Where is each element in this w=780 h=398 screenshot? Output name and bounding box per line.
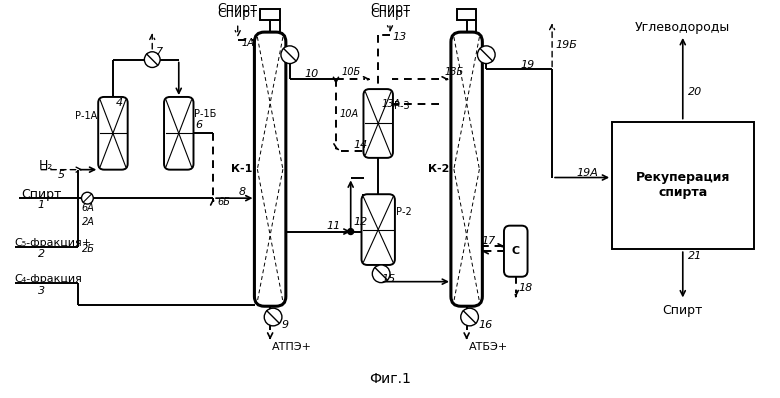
Text: Р-1А: Р-1А (75, 111, 98, 121)
Text: 13А: 13А (381, 99, 400, 109)
FancyBboxPatch shape (164, 97, 193, 170)
Text: 7: 7 (156, 47, 163, 57)
Circle shape (281, 46, 299, 64)
Text: К-1: К-1 (231, 164, 253, 174)
Circle shape (461, 308, 478, 326)
Text: 8: 8 (239, 187, 246, 197)
Text: 5: 5 (57, 170, 65, 179)
Text: 11: 11 (327, 220, 341, 231)
Text: С: С (512, 246, 519, 256)
FancyBboxPatch shape (98, 97, 128, 170)
Text: Рекуперация
спирта: Рекуперация спирта (636, 172, 730, 199)
Text: 19Б: 19Б (555, 40, 577, 50)
FancyBboxPatch shape (451, 32, 482, 306)
Text: 20: 20 (688, 87, 702, 97)
Text: 3: 3 (37, 285, 44, 295)
Text: 6Б: 6Б (217, 197, 230, 207)
Text: 12: 12 (353, 217, 368, 227)
Text: С₅-фракция+: С₅-фракция+ (15, 238, 92, 248)
Text: Спирт: Спирт (370, 2, 410, 15)
Text: 1: 1 (37, 200, 44, 210)
Text: Р-3: Р-3 (394, 101, 410, 111)
Text: H₂: H₂ (38, 159, 52, 172)
FancyBboxPatch shape (361, 194, 395, 265)
Circle shape (348, 228, 353, 234)
Circle shape (477, 46, 495, 64)
FancyBboxPatch shape (363, 89, 393, 158)
Text: 2Б: 2Б (81, 244, 94, 254)
Text: 14: 14 (353, 140, 367, 150)
Circle shape (81, 192, 94, 204)
Text: 17: 17 (481, 236, 495, 246)
FancyBboxPatch shape (254, 32, 285, 306)
Text: АТПЭ+: АТПЭ+ (272, 341, 312, 351)
Text: Углеводороды: Углеводороды (635, 21, 730, 34)
Text: 13Б: 13Б (444, 67, 463, 77)
Text: 4: 4 (116, 98, 123, 108)
Text: 2А: 2А (81, 217, 94, 227)
Text: 18: 18 (519, 283, 533, 293)
Text: Спирт: Спирт (218, 2, 258, 15)
Text: Спирт: Спирт (22, 188, 62, 201)
Text: Фиг.1: Фиг.1 (369, 372, 411, 386)
Bar (612, 121, 753, 249)
Text: К-2: К-2 (427, 164, 449, 174)
Text: Р-2: Р-2 (396, 207, 412, 217)
Text: 19: 19 (520, 60, 534, 70)
Circle shape (372, 265, 390, 283)
Text: Спирт: Спирт (218, 7, 258, 20)
Text: Спирт: Спирт (662, 304, 703, 317)
Text: С₄-фракция: С₄-фракция (15, 274, 83, 284)
Text: 10Б: 10Б (341, 67, 360, 77)
Text: 13: 13 (393, 32, 407, 42)
Text: 19А: 19А (576, 168, 598, 178)
Text: 10А: 10А (340, 109, 359, 119)
Bar (261, 8, 280, 20)
Text: 16: 16 (478, 320, 493, 330)
Bar (457, 8, 477, 20)
Text: Спирт: Спирт (370, 7, 410, 20)
Text: Р-1Б: Р-1Б (194, 109, 217, 119)
Text: 6А: 6А (81, 203, 94, 213)
Text: 9: 9 (282, 320, 289, 330)
Text: 6: 6 (195, 121, 202, 131)
Circle shape (144, 52, 160, 68)
Circle shape (264, 308, 282, 326)
Text: АТБЭ+: АТБЭ+ (469, 341, 508, 351)
Text: 21: 21 (688, 251, 702, 261)
Text: 15: 15 (381, 274, 395, 284)
Text: 2: 2 (37, 249, 44, 259)
FancyBboxPatch shape (504, 226, 527, 277)
Text: 10: 10 (304, 69, 318, 79)
Text: 1А: 1А (242, 38, 254, 48)
